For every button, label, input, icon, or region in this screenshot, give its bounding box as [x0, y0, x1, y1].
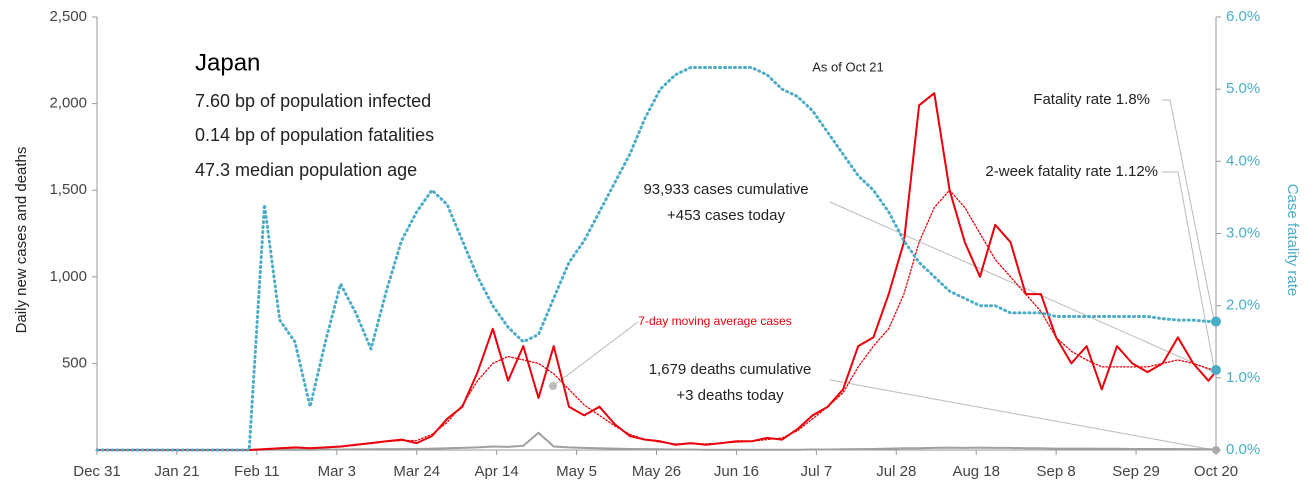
- annotation: 2-week fatality rate 1.12%: [985, 163, 1158, 180]
- x-tick-label: May 5: [556, 463, 597, 480]
- series-line: [95, 66, 1218, 452]
- y2-tick-label: 5.0%: [1226, 80, 1260, 97]
- annotation: 1,679 deaths cumulative: [649, 361, 812, 378]
- annotation: As of Oct 21: [812, 59, 884, 74]
- annotation: 7-day moving average cases: [638, 314, 791, 328]
- leader-lines: [552, 99, 1215, 451]
- y-tick-label: 1,000: [49, 268, 87, 285]
- x-tick-label: Jul 28: [876, 463, 916, 480]
- annotation: +3 deaths today: [676, 387, 784, 404]
- x-tick-label: Mar 3: [318, 463, 356, 480]
- annotation: Fatality rate 1.8%: [1033, 91, 1150, 108]
- x-tick-label: Mar 24: [393, 463, 440, 480]
- leader: [1162, 171, 1215, 369]
- annotation: +453 cases today: [667, 207, 786, 224]
- x-tick-label: Sep 8: [1037, 463, 1076, 480]
- y-tick-label: 2,500: [49, 8, 87, 25]
- y-tick-label: 2,000: [49, 95, 87, 112]
- x-tick-label: Feb 11: [234, 463, 280, 480]
- leader: [552, 321, 639, 387]
- end-dot: [1211, 316, 1221, 327]
- y2-tick-label: 4.0%: [1226, 152, 1260, 169]
- leader: [829, 379, 1215, 451]
- x-tick-label: Jan 21: [154, 463, 199, 480]
- y2-tick-label: 3.0%: [1226, 224, 1260, 241]
- series-line: [96, 189, 1217, 451]
- x-tick-label: May 26: [632, 463, 681, 480]
- x-tick-label: Sep 29: [1112, 463, 1160, 480]
- x-tick-label: Jun 16: [714, 463, 759, 480]
- annotation: 93,933 cases cumulative: [643, 181, 808, 198]
- y2-tick-label: 1.0%: [1226, 369, 1260, 386]
- marker: [1211, 365, 1221, 375]
- x-tick-label: Dec 31: [73, 463, 121, 480]
- series-line: [96, 92, 1217, 451]
- x-tick-label: Aug 18: [952, 463, 1000, 480]
- y-tick-label: 500: [62, 354, 87, 371]
- y-tick-label: 1,500: [49, 181, 87, 198]
- annotation: 0.14 bp of population fatalities: [195, 125, 434, 145]
- annotation: 7.60 bp of population infected: [195, 91, 431, 111]
- x-tick-label: Jul 7: [801, 463, 833, 480]
- y2-tick-label: 2.0%: [1226, 297, 1260, 314]
- y2-tick-label: 6.0%: [1226, 8, 1260, 25]
- x-tick-label: Oct 20: [1194, 463, 1238, 480]
- leader: [829, 201, 1215, 373]
- marker: [549, 382, 557, 390]
- series-line: [96, 431, 1217, 451]
- marker: [1212, 446, 1220, 454]
- annotation: Japan: [195, 49, 260, 76]
- leader: [1162, 99, 1215, 321]
- y-axis-label: Daily new cases and deaths: [13, 147, 30, 334]
- x-tick-label: Apr 14: [475, 463, 519, 480]
- y2-axis-label: Case fatality rate: [1284, 184, 1301, 297]
- y2-tick-label: 0.0%: [1226, 441, 1260, 458]
- annotation: 47.3 median population age: [195, 160, 417, 180]
